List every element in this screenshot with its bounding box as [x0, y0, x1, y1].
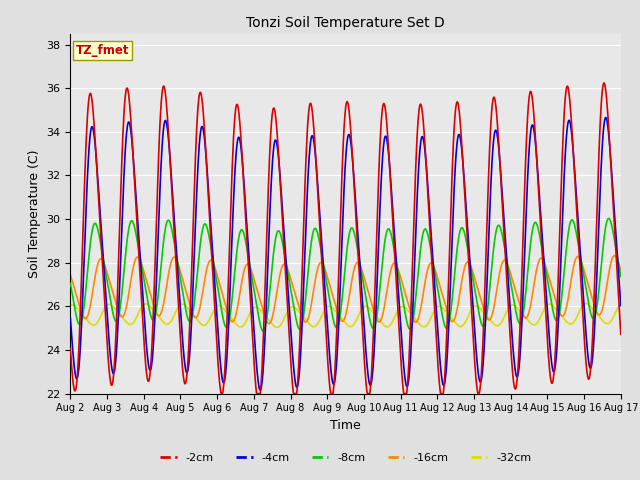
Text: TZ_fmet: TZ_fmet [76, 44, 129, 58]
Line: -2cm: -2cm [70, 83, 621, 394]
-32cm [283, 310, 291, 316]
-4cm [283, 269, 291, 275]
-16cm [431, 265, 438, 271]
Line: -32cm: -32cm [70, 303, 621, 327]
-4cm [296, 360, 304, 365]
-4cm [568, 137, 576, 143]
-2cm [218, 391, 225, 396]
-2cm [296, 329, 304, 335]
-16cm [617, 267, 625, 273]
-4cm [188, 310, 196, 315]
-2cm [188, 259, 196, 264]
-2cm [283, 290, 291, 296]
-2cm [67, 346, 74, 351]
-32cm [568, 321, 576, 326]
-32cm [67, 303, 74, 309]
-8cm [283, 264, 291, 269]
-16cm [283, 264, 291, 270]
Title: Tonzi Soil Temperature Set D: Tonzi Soil Temperature Set D [246, 16, 445, 30]
-32cm [582, 300, 590, 306]
-2cm [521, 179, 529, 184]
-32cm [188, 311, 196, 316]
-4cm [617, 303, 625, 309]
-32cm [273, 324, 281, 330]
-32cm [521, 314, 529, 320]
Legend: -2cm, -4cm, -8cm, -16cm, -32cm: -2cm, -4cm, -8cm, -16cm, -32cm [156, 448, 536, 467]
-16cm [188, 309, 196, 314]
-16cm [521, 315, 529, 321]
-8cm [521, 298, 529, 304]
-4cm [257, 387, 264, 393]
X-axis label: Time: Time [330, 419, 361, 432]
-32cm [431, 308, 438, 314]
-8cm [296, 326, 304, 332]
-4cm [521, 244, 529, 250]
-4cm [431, 277, 438, 283]
-4cm [67, 315, 74, 321]
-2cm [568, 132, 576, 138]
-16cm [67, 272, 74, 278]
-8cm [259, 328, 267, 334]
Y-axis label: Soil Temperature (C): Soil Temperature (C) [28, 149, 41, 278]
-8cm [431, 266, 438, 272]
-16cm [296, 308, 304, 313]
Line: -4cm: -4cm [70, 118, 621, 390]
-16cm [611, 253, 618, 259]
-8cm [605, 216, 612, 221]
-32cm [617, 301, 625, 307]
-32cm [296, 310, 304, 316]
-4cm [602, 115, 610, 120]
-8cm [617, 274, 625, 279]
-16cm [265, 321, 273, 326]
-8cm [188, 314, 196, 320]
-8cm [568, 217, 576, 223]
Line: -16cm: -16cm [70, 256, 621, 324]
-16cm [568, 271, 576, 276]
Line: -8cm: -8cm [70, 218, 621, 331]
-8cm [67, 281, 74, 287]
-2cm [431, 301, 438, 307]
-2cm [600, 80, 608, 86]
-2cm [617, 332, 625, 337]
